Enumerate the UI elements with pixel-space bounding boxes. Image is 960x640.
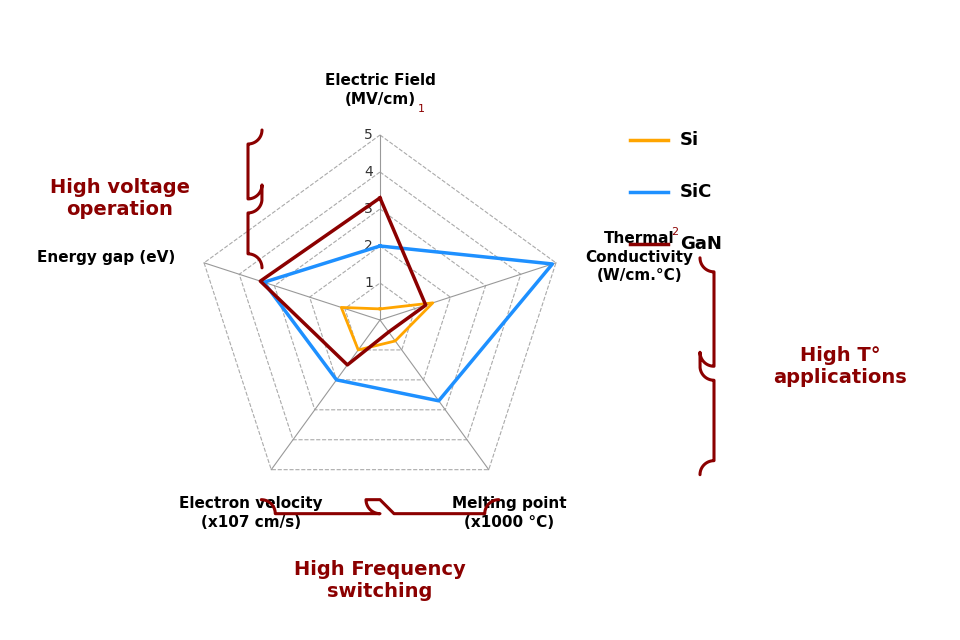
Text: Electron velocity
(x107 cm/s): Electron velocity (x107 cm/s) [179, 496, 323, 530]
Text: Melting point
(x1000 °C): Melting point (x1000 °C) [452, 496, 566, 530]
Text: Energy gap (eV): Energy gap (eV) [36, 250, 175, 265]
Text: Thermal
Conductivity
(W/cm.°C): Thermal Conductivity (W/cm.°C) [585, 231, 693, 284]
Text: 1: 1 [418, 104, 425, 114]
Text: 4: 4 [364, 165, 373, 179]
Text: GaN: GaN [680, 235, 722, 253]
Text: 5: 5 [364, 128, 373, 142]
Text: SiC: SiC [680, 183, 712, 201]
Text: 1: 1 [364, 276, 373, 290]
Text: Si: Si [680, 131, 699, 149]
Text: High voltage
operation: High voltage operation [50, 179, 190, 220]
Text: 2: 2 [671, 227, 678, 237]
Text: Electric Field
(MV/cm): Electric Field (MV/cm) [324, 74, 436, 107]
Text: High Frequency
switching: High Frequency switching [294, 559, 466, 601]
Text: High T°
applications: High T° applications [773, 346, 907, 387]
Text: 3: 3 [364, 202, 373, 216]
Text: 2: 2 [364, 239, 373, 253]
